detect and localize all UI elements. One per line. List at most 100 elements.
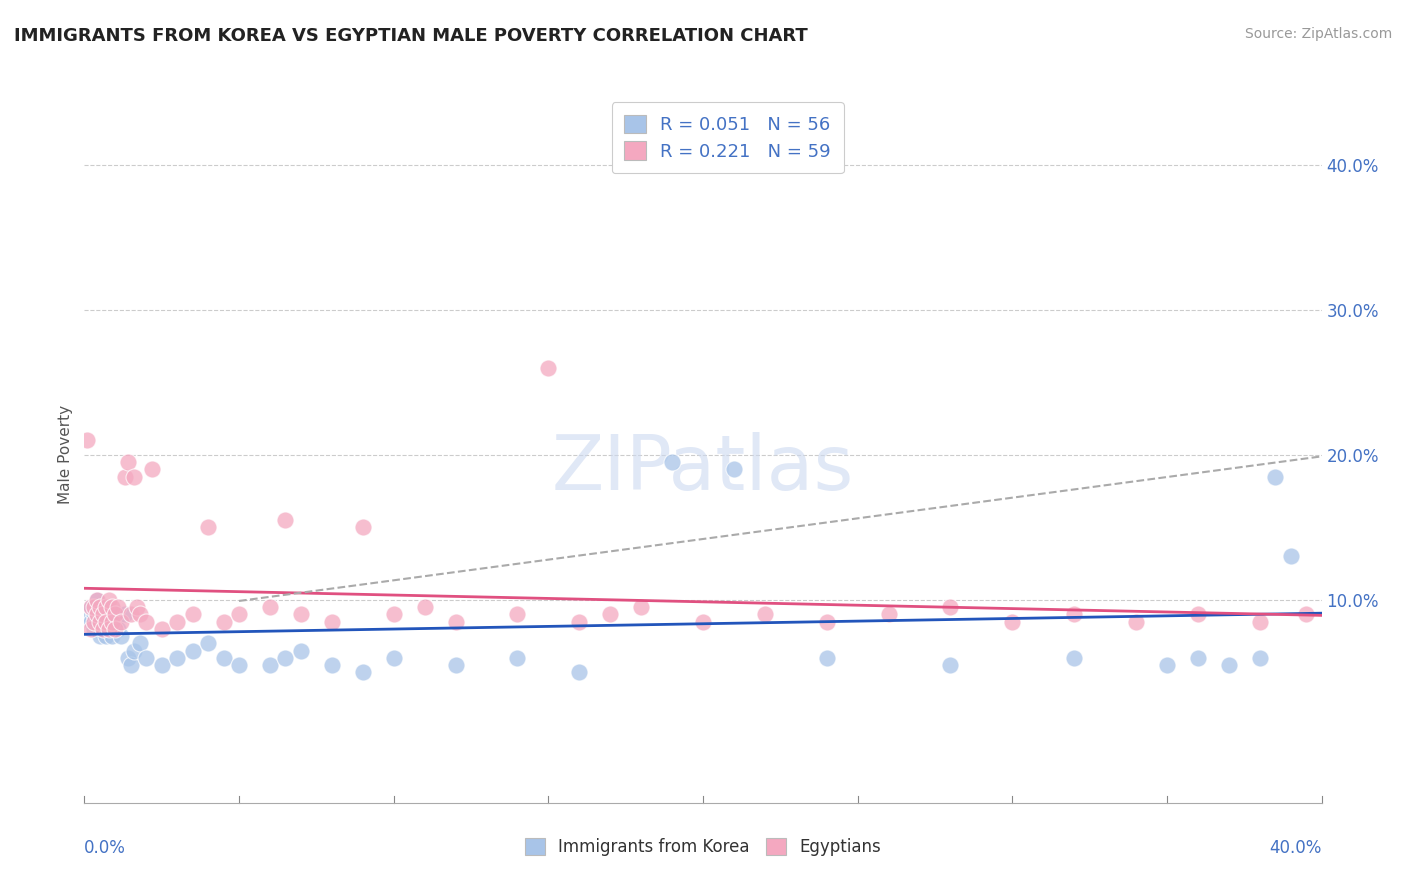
Point xyxy=(1295,607,1317,622)
Point xyxy=(110,629,132,643)
Point xyxy=(661,455,683,469)
Point xyxy=(212,651,235,665)
Point xyxy=(104,622,127,636)
Point xyxy=(117,651,139,665)
Point xyxy=(150,622,173,636)
Point xyxy=(79,622,101,636)
Point xyxy=(568,615,591,629)
Point xyxy=(104,607,127,622)
Point xyxy=(321,615,343,629)
Point xyxy=(630,600,652,615)
Text: 0.0%: 0.0% xyxy=(84,839,127,857)
Point xyxy=(101,615,124,629)
Point xyxy=(104,615,127,629)
Point xyxy=(274,513,297,527)
Point xyxy=(76,607,98,622)
Point xyxy=(117,455,139,469)
Point xyxy=(1187,607,1209,622)
Point xyxy=(1264,469,1286,483)
Point xyxy=(86,615,108,629)
Point xyxy=(877,607,900,622)
Point xyxy=(444,615,467,629)
Point xyxy=(1156,658,1178,673)
Point xyxy=(91,615,114,629)
Point xyxy=(166,615,188,629)
Point xyxy=(228,607,250,622)
Point xyxy=(599,607,621,622)
Point xyxy=(83,615,105,629)
Point xyxy=(129,607,152,622)
Text: IMMIGRANTS FROM KOREA VS EGYPTIAN MALE POVERTY CORRELATION CHART: IMMIGRANTS FROM KOREA VS EGYPTIAN MALE P… xyxy=(14,27,808,45)
Point xyxy=(1279,549,1302,564)
Point xyxy=(125,600,148,615)
Point xyxy=(122,643,145,657)
Point xyxy=(259,658,281,673)
Point xyxy=(89,629,111,643)
Point xyxy=(91,607,114,622)
Point xyxy=(135,651,157,665)
Point xyxy=(104,607,127,622)
Point xyxy=(815,615,838,629)
Point xyxy=(166,651,188,665)
Point xyxy=(94,600,117,615)
Point xyxy=(94,600,117,615)
Point xyxy=(352,520,374,534)
Point xyxy=(86,592,108,607)
Point xyxy=(150,658,173,673)
Point xyxy=(89,600,111,615)
Point xyxy=(94,615,117,629)
Point xyxy=(382,607,405,622)
Point xyxy=(76,434,98,448)
Point xyxy=(259,600,281,615)
Point xyxy=(506,651,529,665)
Point xyxy=(89,600,111,615)
Point xyxy=(83,622,105,636)
Point xyxy=(1001,615,1024,629)
Point xyxy=(1249,615,1271,629)
Y-axis label: Male Poverty: Male Poverty xyxy=(58,405,73,505)
Point xyxy=(352,665,374,680)
Point xyxy=(290,643,312,657)
Point xyxy=(815,651,838,665)
Point xyxy=(120,658,142,673)
Point xyxy=(79,600,101,615)
Point xyxy=(274,651,297,665)
Point xyxy=(506,607,529,622)
Point xyxy=(79,600,101,615)
Point xyxy=(1063,651,1085,665)
Point xyxy=(444,658,467,673)
Point xyxy=(537,361,560,376)
Point xyxy=(290,607,312,622)
Point xyxy=(114,469,136,483)
Point xyxy=(212,615,235,629)
Point xyxy=(141,462,163,476)
Point xyxy=(723,462,745,476)
Point xyxy=(94,607,117,622)
Point xyxy=(135,615,157,629)
Point xyxy=(413,600,436,615)
Point xyxy=(181,607,204,622)
Point xyxy=(98,607,121,622)
Point xyxy=(197,520,219,534)
Point xyxy=(83,600,105,615)
Point xyxy=(89,615,111,629)
Point xyxy=(86,600,108,615)
Point xyxy=(228,658,250,673)
Point xyxy=(120,607,142,622)
Point xyxy=(129,636,152,650)
Point xyxy=(91,622,114,636)
Point xyxy=(101,629,124,643)
Point xyxy=(568,665,591,680)
Point xyxy=(1063,607,1085,622)
Point xyxy=(107,622,129,636)
Text: Source: ZipAtlas.com: Source: ZipAtlas.com xyxy=(1244,27,1392,41)
Point xyxy=(114,607,136,622)
Point xyxy=(1249,651,1271,665)
Text: 40.0%: 40.0% xyxy=(1270,839,1322,857)
Point xyxy=(1125,615,1147,629)
Point xyxy=(939,600,962,615)
Point xyxy=(107,600,129,615)
Point xyxy=(98,592,121,607)
Point xyxy=(94,629,117,643)
Point xyxy=(98,615,121,629)
